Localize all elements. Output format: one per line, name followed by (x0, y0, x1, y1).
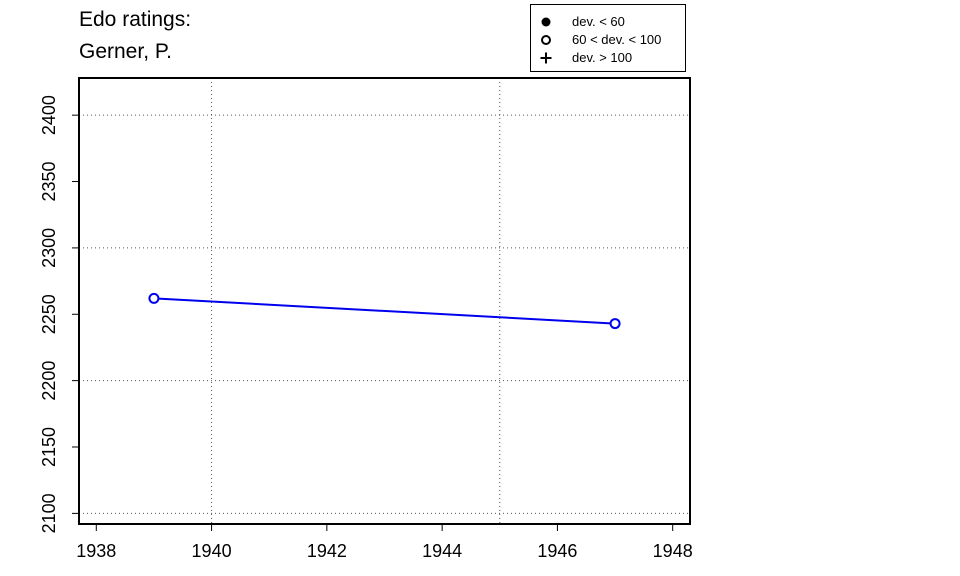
chart-title-line-2: Gerner, P. (79, 40, 173, 63)
x-tick-label: 1938 (76, 541, 116, 561)
legend-label: dev. > 100 (572, 50, 633, 65)
filled-circle-icon (541, 17, 551, 27)
legend-item-mid-deviation: 60 < dev. < 100 (531, 31, 685, 49)
y-tick-label: 2350 (39, 162, 59, 202)
series-line (153, 297, 616, 325)
legend-label: dev. < 60 (572, 14, 625, 29)
y-tick-label: 2100 (39, 493, 59, 533)
x-tick-label: 1942 (307, 541, 347, 561)
y-tick-label: 2300 (39, 228, 59, 268)
open-circle-icon (541, 35, 551, 45)
plot-frame (78, 77, 691, 525)
data-point (148, 292, 160, 304)
legend: dev. < 60 60 < dev. < 100 dev. > 100 (530, 4, 686, 72)
y-tick-label: 2250 (39, 294, 59, 334)
data-point (609, 318, 621, 330)
x-tick-label: 1948 (653, 541, 693, 561)
y-tick-label: 2150 (39, 427, 59, 467)
y-tick-label: 2400 (39, 95, 59, 135)
legend-item-low-deviation: dev. < 60 (531, 13, 685, 31)
legend-item-high-deviation: dev. > 100 (531, 49, 685, 67)
chart-title-line-1: Edo ratings: (79, 8, 192, 31)
plus-icon (540, 52, 552, 64)
legend-label: 60 < dev. < 100 (572, 32, 662, 47)
x-tick-label: 1940 (192, 541, 232, 561)
x-tick-label: 1944 (422, 541, 462, 561)
y-tick-label: 2200 (39, 361, 59, 401)
x-tick-label: 1946 (537, 541, 577, 561)
